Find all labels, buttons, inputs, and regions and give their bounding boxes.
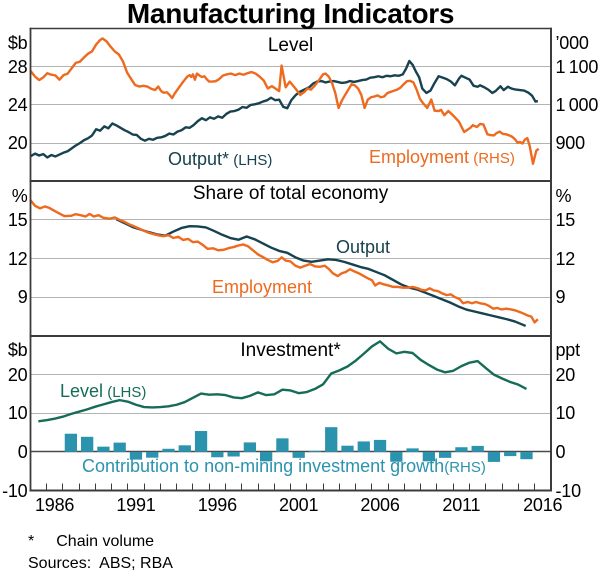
series-label-employment-level: Employment (RHS): [369, 148, 515, 166]
bar-investment-contribution-2013: [487, 451, 501, 462]
series-employment-share: [29, 199, 539, 324]
axis-label-right-panel2-12: 12: [555, 248, 576, 269]
axis-label-right-panel1-1 100: 1 100: [555, 56, 599, 77]
bar-investment-contribution-2009: [422, 451, 435, 462]
bar-investment-contribution-1994: [178, 445, 191, 452]
bar-investment-contribution-1993: [162, 448, 175, 452]
series-label-main-employment-share: Employment: [212, 276, 313, 297]
axis-label-left-panel2-15: 15: [7, 209, 28, 230]
axis-label-left-panel3-20: 20: [7, 364, 28, 385]
bar-investment-contribution-2003: [325, 427, 338, 452]
series-label-main-employment-level: Employment: [369, 146, 470, 167]
x-axis-label-1986: 1986: [34, 494, 75, 515]
series-label-main-output-level: Output*: [168, 148, 230, 169]
axis-label-left-panel2-9: 9: [17, 287, 28, 308]
axis-label-right-panel3-0: 0: [555, 441, 566, 462]
bar-investment-contribution-2007: [390, 451, 403, 462]
bar-investment-contribution-2004: [341, 445, 354, 452]
bar-investment-contribution-2010: [438, 451, 452, 458]
bar-investment-contribution-1997: [227, 451, 240, 457]
series-label-suffix-investment-contribution: (RHS): [444, 458, 486, 476]
series-output-share: [115, 218, 527, 328]
series-label-suffix-investment-level: (LHS): [103, 383, 147, 401]
footnote-marker: *: [28, 533, 35, 550]
axis-label-right-panel3-10: 10: [555, 403, 576, 424]
x-axis-label-1996: 1996: [197, 494, 237, 515]
bar-investment-contribution-1989: [97, 446, 110, 452]
footnote-asterisk: * Chain volume: [28, 534, 154, 550]
bar-investment-contribution-1987: [64, 433, 78, 452]
bar-investment-contribution-2014: [504, 451, 517, 457]
panel-title-2: Share of total economy: [192, 182, 389, 204]
series-label-main-investment-level: Level: [60, 380, 104, 401]
axis-unit-left-panel1: $b: [7, 33, 28, 53]
bar-investment-contribution-1992: [146, 451, 159, 458]
axis-unit-right-panel1: ’000: [555, 33, 589, 53]
axis-label-left-panel1-20: 20: [7, 133, 28, 154]
bar-investment-contribution-1988: [81, 436, 94, 452]
bar-investment-contribution-2011: [455, 447, 468, 452]
series-label-output-share: Output: [336, 238, 390, 256]
sources-label: Sources:: [28, 555, 92, 572]
bar-investment-contribution-2001: [292, 451, 305, 458]
axis-label-left-panel2-12: 12: [7, 248, 28, 269]
series-label-main-output-share: Output: [336, 236, 391, 257]
series-label-output-level: Output* (LHS): [168, 150, 272, 168]
axis-unit-left-panel3: $b: [7, 340, 28, 360]
footnote-text: Chain volume: [56, 533, 155, 550]
axis-unit-left-panel2: %: [11, 185, 28, 206]
axis-label-left-panel1-24: 24: [7, 94, 28, 115]
panel-title-3: Investment*: [240, 340, 341, 361]
bar-investment-contribution-1995: [194, 431, 208, 452]
x-axis-label-2011: 2011: [442, 494, 481, 515]
bar-investment-contribution-1999: [260, 451, 273, 462]
bar-investment-contribution-2005: [357, 441, 370, 452]
axis-label-right-panel3-20: 20: [555, 364, 576, 385]
series-label-investment-level: Level (LHS): [60, 382, 146, 400]
sources-text: ABS; RBA: [99, 555, 173, 572]
series-label-main-investment-contribution: Contribution to non-mining investment gr…: [82, 455, 445, 476]
x-axis-label-2016: 2016: [523, 494, 563, 515]
footnote-sources: Sources: ABS; RBA: [28, 556, 173, 572]
axis-label-right-panel2-15: 15: [555, 209, 576, 230]
series-employment-level: [29, 37, 540, 165]
x-axis-label-2006: 2006: [360, 494, 400, 515]
bar-investment-contribution-1990: [113, 442, 126, 452]
bar-investment-contribution-1998: [243, 442, 257, 452]
axis-label-left-panel3-0: 0: [17, 441, 28, 462]
series-label-suffix-employment-level: (RHS): [469, 149, 515, 167]
series-label-employment-share: Employment: [212, 278, 312, 296]
panel-title-1: Level: [267, 35, 314, 56]
series-investment-level: [38, 340, 528, 423]
series-output-level: [29, 59, 539, 159]
axis-label-right-panel1-1 000: 1 000: [555, 94, 599, 115]
axis-label-left-panel3--10: -10: [2, 480, 28, 501]
chart-title: Manufacturing Indicators: [126, 0, 455, 29]
bar-investment-contribution-2012: [471, 445, 484, 452]
bar-investment-contribution-1996: [211, 451, 224, 458]
x-axis-label-2001: 2001: [279, 494, 319, 515]
axis-unit-right-panel2: %: [555, 185, 572, 206]
x-axis-label-1991: 1991: [116, 494, 156, 515]
bar-investment-contribution-2000: [276, 438, 289, 452]
axis-label-left-panel3-10: 10: [7, 403, 28, 424]
bar-investment-contribution-2006: [373, 439, 387, 452]
axis-label-right-panel1-900: 900: [555, 133, 586, 154]
axis-label-right-panel2-9: 9: [555, 287, 566, 308]
bar-investment-contribution-2008: [406, 448, 419, 452]
bar-investment-contribution-2015: [520, 451, 533, 460]
series-label-investment-contribution: Contribution to non-mining investment gr…: [82, 457, 486, 475]
bar-investment-contribution-1991: [129, 451, 143, 460]
axis-unit-right-panel3: ppt: [555, 340, 581, 360]
axis-label-left-panel1-28: 28: [7, 56, 28, 77]
series-label-suffix-output-level: (LHS): [229, 151, 273, 169]
axis-label-right-panel3--10: -10: [555, 480, 582, 501]
bar-investment-contribution-2002: [308, 450, 322, 452]
